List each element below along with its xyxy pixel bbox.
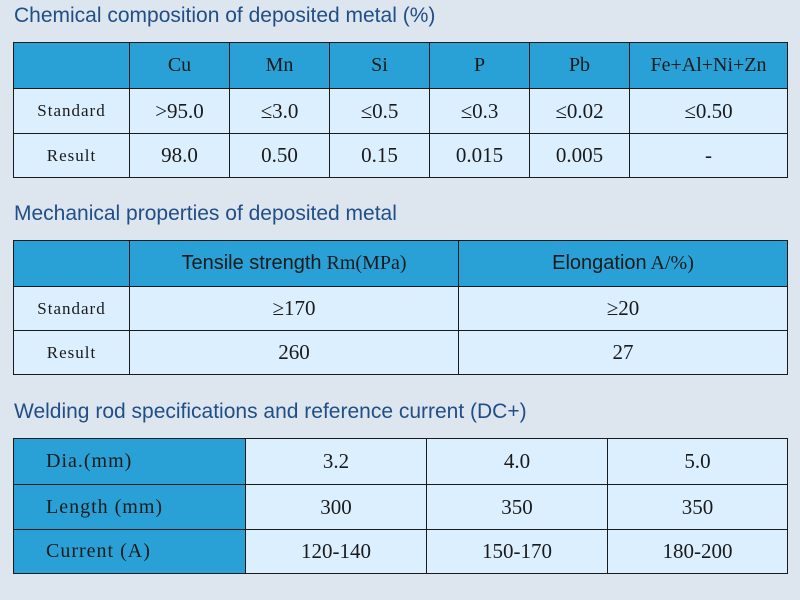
specs-table: Dia.(mm) 3.2 4.0 5.0 Length (mm) 300 350… [13,438,788,574]
row-label-result: Result [13,330,130,375]
table-cell: ≤0.50 [629,88,788,134]
table-row: Result 260 27 [13,330,788,375]
table-cell: 98.0 [129,133,230,178]
table-cell: - [629,133,788,178]
row-label-standard: Standard [13,286,130,331]
table-corner [13,240,130,287]
col-header-pb: Pb [529,42,630,89]
table-cell: 300 [245,484,427,530]
table-row: Current (A) 120-140 150-170 180-200 [13,529,788,574]
table-cell: 150-170 [426,529,608,574]
table-cell: 27 [458,330,788,375]
col-header-fe-al-ni-zn: Fe+Al+Ni+Zn [629,42,788,89]
chemical-header-row: Cu Mn Si P Pb Fe+Al+Ni+Zn [13,42,788,89]
row-label-current: Current (A) [13,529,246,574]
table-cell: 0.015 [429,133,530,178]
col-header-tensile-strength: Tensile strength Rm(MPa) [129,240,459,287]
col-header-elongation: Elongation A/%) [458,240,788,287]
row-label-length: Length (mm) [13,484,246,530]
table-row: Standard >95.0 ≤3.0 ≤0.5 ≤0.3 ≤0.02 ≤0.5… [13,88,788,134]
elongation-unit: A/%) [650,252,694,274]
specs-title: Welding rod specifications and reference… [14,400,527,423]
table-cell: 0.15 [329,133,430,178]
col-header-mn: Mn [229,42,330,89]
table-cell: 0.50 [229,133,330,178]
row-label-result: Result [13,133,130,178]
col-header-si: Si [329,42,430,89]
table-cell: 350 [426,484,608,530]
row-label-diameter: Dia.(mm) [13,438,246,485]
table-cell: 120-140 [245,529,427,574]
chemical-table: Cu Mn Si P Pb Fe+Al+Ni+Zn Standard >95.0… [13,42,788,178]
table-cell: ≤3.0 [229,88,330,134]
tensile-strength-unit: Rm(MPa) [326,252,407,274]
table-cell: ≤0.5 [329,88,430,134]
table-corner [13,42,130,89]
table-row: Dia.(mm) 3.2 4.0 5.0 [13,438,788,485]
table-row: Length (mm) 300 350 350 [13,484,788,530]
table-cell: ≥20 [458,286,788,331]
table-cell: 350 [607,484,788,530]
col-header-p: P [429,42,530,89]
mechanical-header-row: Tensile strength Rm(MPa) Elongation A/%) [13,240,788,287]
elongation-label: Elongation [552,252,647,274]
table-cell: ≤0.02 [529,88,630,134]
tensile-strength-label: Tensile strength [181,252,322,274]
mechanical-title: Mechanical properties of deposited metal [14,202,397,225]
table-cell: 260 [129,330,459,375]
col-header-cu: Cu [129,42,230,89]
row-label-standard: Standard [13,88,130,134]
chemical-title: Chemical composition of deposited metal … [14,4,436,27]
mechanical-table: Tensile strength Rm(MPa) Elongation A/%)… [13,240,788,375]
table-cell: 0.005 [529,133,630,178]
table-cell: 3.2 [245,438,427,485]
table-cell: 180-200 [607,529,788,574]
table-cell: ≥170 [129,286,459,331]
table-cell: >95.0 [129,88,230,134]
table-cell: 4.0 [426,438,608,485]
table-cell: 5.0 [607,438,788,485]
table-row: Standard ≥170 ≥20 [13,286,788,331]
table-cell: ≤0.3 [429,88,530,134]
table-row: Result 98.0 0.50 0.15 0.015 0.005 - [13,133,788,178]
